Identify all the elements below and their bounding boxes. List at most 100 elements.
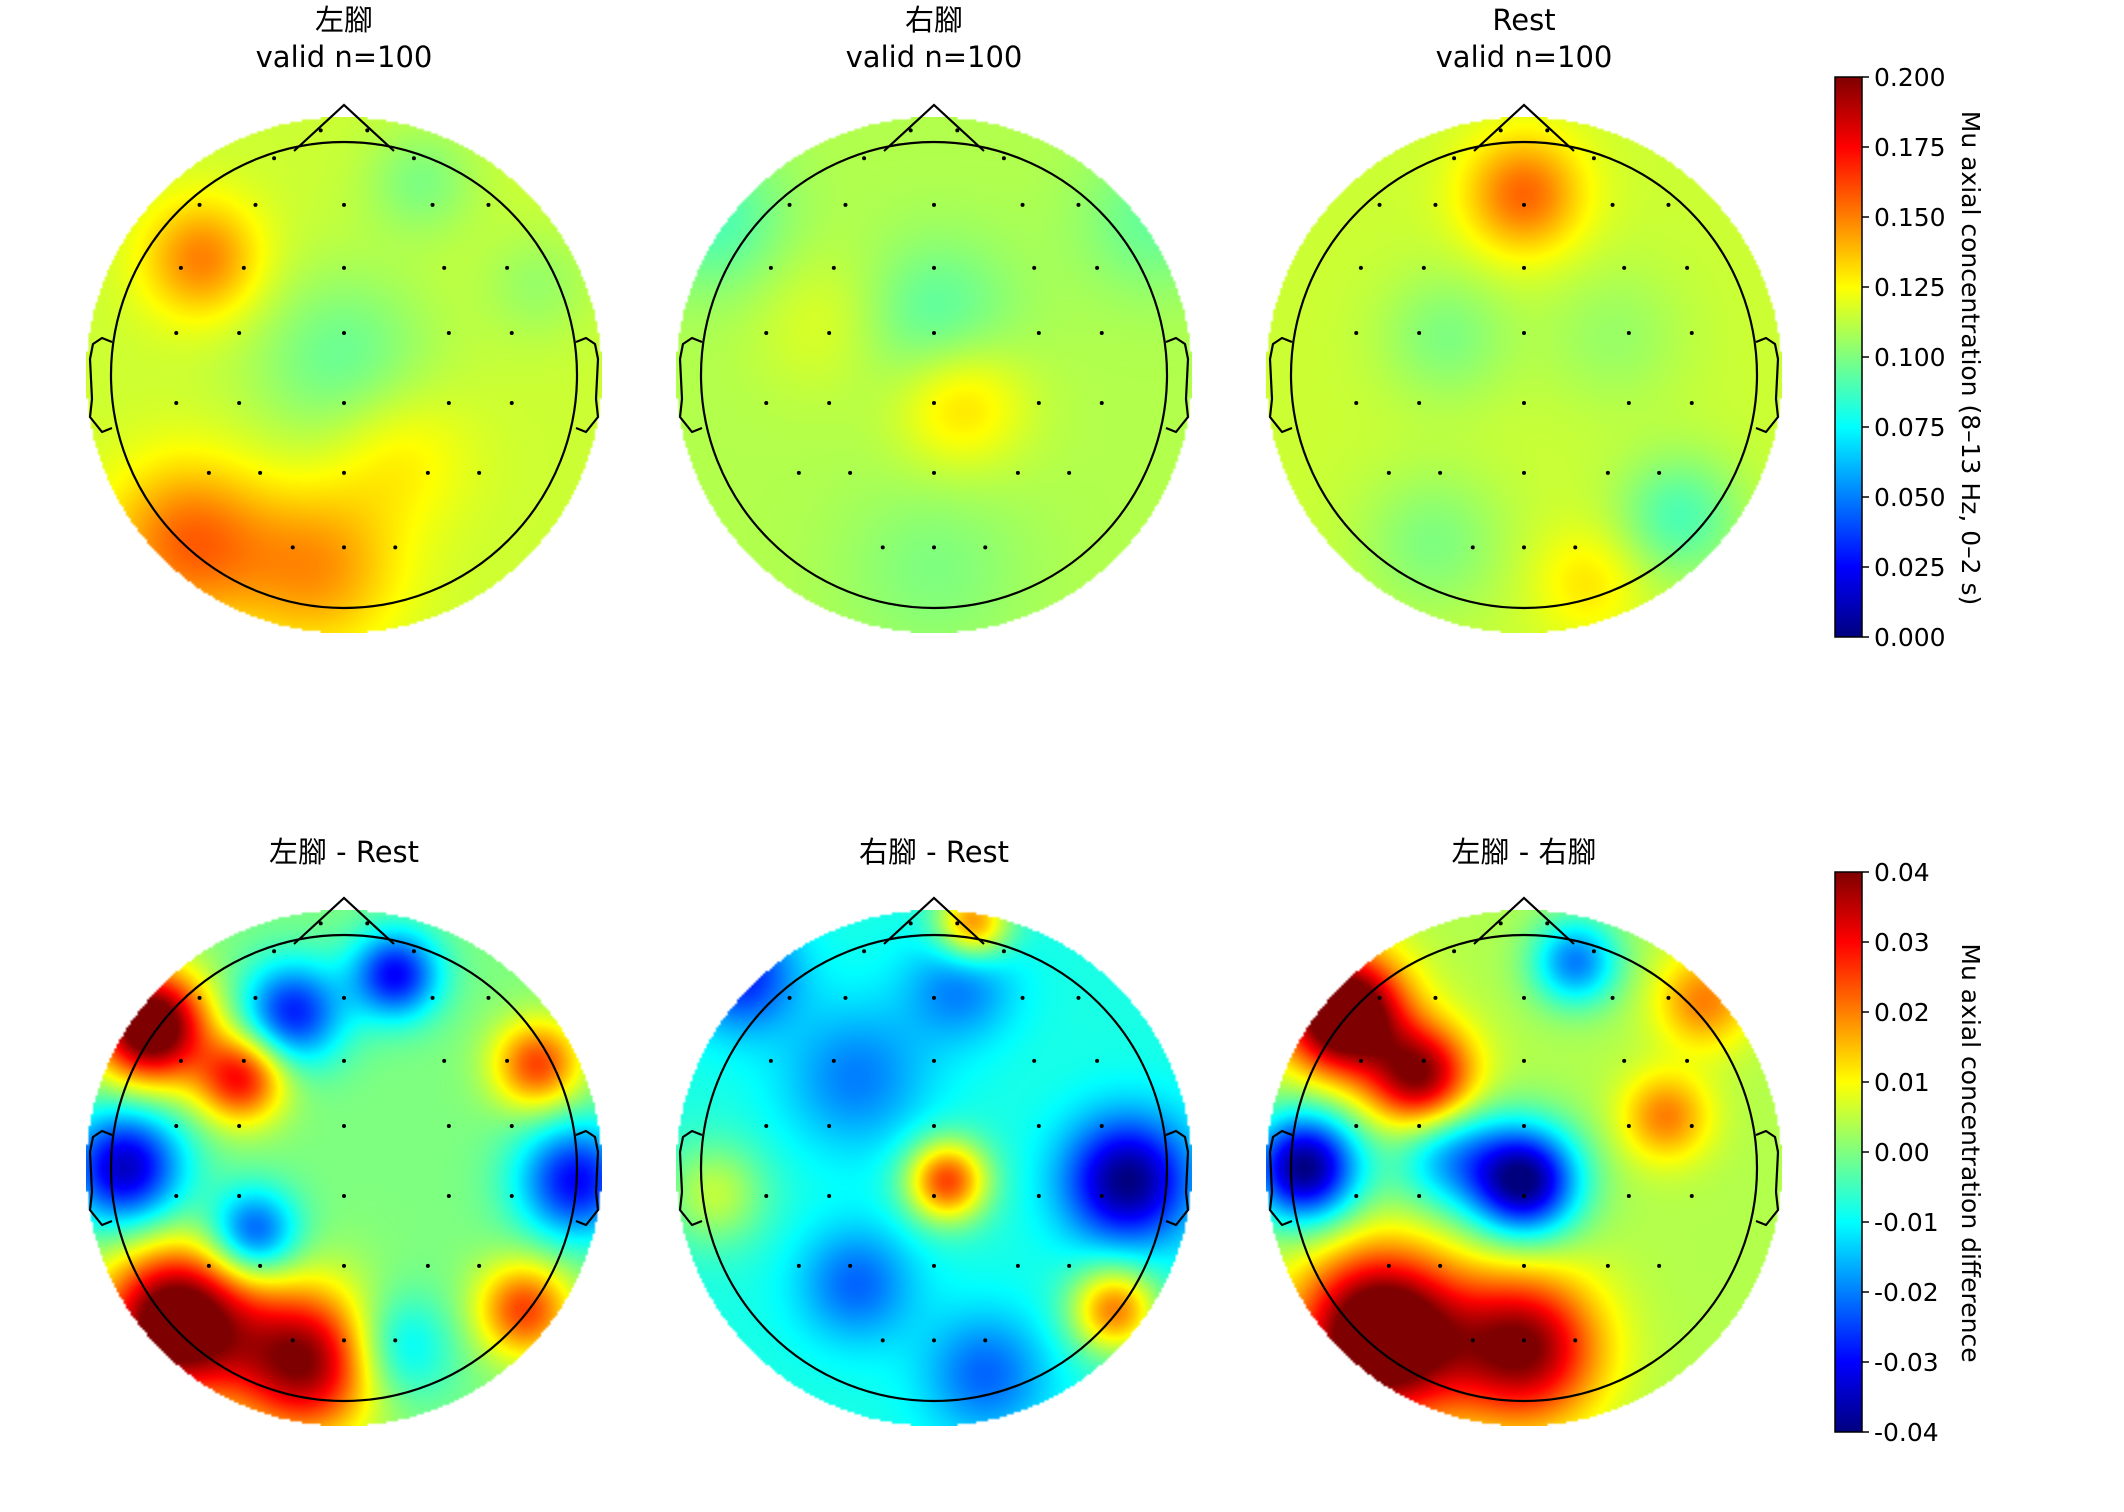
sensor-dot: [446, 331, 451, 336]
sensor-dot: [1591, 949, 1596, 954]
sensor-dot: [1417, 1124, 1422, 1129]
sensor-dot: [764, 400, 769, 405]
left-ear-outline: [1268, 336, 1293, 434]
sensor-dot: [1067, 1263, 1072, 1268]
sensor-dot: [1020, 202, 1025, 207]
sensor-dot: [827, 1124, 832, 1129]
sensor-dot: [342, 202, 346, 207]
colorbar-tick-label: 0.075: [1874, 413, 1946, 442]
sensor-dot: [1610, 995, 1615, 1000]
sensor-dot: [1452, 949, 1457, 954]
sensor-dot: [1498, 128, 1503, 133]
sensor-dot: [174, 331, 179, 336]
sensor-dot: [932, 1263, 936, 1268]
sensor-dot: [1470, 1338, 1475, 1343]
sensor-dot: [425, 470, 430, 475]
sensor-dot: [1438, 1263, 1443, 1268]
sensor-dot: [932, 331, 936, 336]
sensor-dot: [237, 1193, 242, 1198]
sensor-dot: [1522, 202, 1526, 207]
sensor-dot: [1522, 1338, 1526, 1343]
nose-outline: [1473, 103, 1575, 152]
sensor-dot: [258, 1263, 263, 1268]
topo6-title: 左腳 - 右腳: [1452, 835, 1597, 869]
sensor-dot: [1522, 1263, 1526, 1268]
sensor-dot: [1099, 331, 1104, 336]
sensor-dot: [1386, 470, 1391, 475]
nose-outline: [1473, 896, 1575, 945]
sensor-dot: [197, 995, 202, 1000]
topo1-title-line1: 左腳: [315, 3, 373, 37]
left-ear-outline: [88, 1129, 113, 1227]
sensor-dot: [768, 265, 773, 270]
sensor-dot: [1605, 470, 1610, 475]
topo3-title-line2: valid n=100: [1436, 40, 1613, 74]
topomap-heatmap: [1266, 910, 1782, 1426]
sensor-dot: [880, 545, 885, 550]
sensor-dot: [932, 265, 936, 270]
sensor-dot: [768, 1058, 773, 1063]
sensor-dot: [1032, 265, 1037, 270]
sensor-dot: [342, 1338, 346, 1343]
sensor-dot: [1354, 1193, 1359, 1198]
sensor-dot: [446, 1193, 451, 1198]
sensor-dot: [1626, 1193, 1631, 1198]
sensor-dot: [1685, 265, 1690, 270]
sensor-dot: [1452, 156, 1457, 161]
sensor-dot: [1095, 1058, 1100, 1063]
sensor-dot: [178, 1058, 183, 1063]
topomap-heatmap: [86, 910, 602, 1426]
topomap-heatmap: [86, 117, 602, 633]
sensor-dot: [509, 400, 514, 405]
sensor-dot: [1666, 995, 1671, 1000]
sensor-dot: [342, 1058, 346, 1063]
sensor-dot: [1377, 995, 1382, 1000]
sensor-dot: [253, 995, 258, 1000]
sensor-dot: [932, 545, 936, 550]
sensor-dot: [1626, 1124, 1631, 1129]
sensor-dot: [1036, 331, 1041, 336]
sensor-dot: [932, 1124, 936, 1129]
sensor-dot: [1626, 400, 1631, 405]
sensor-dot: [1689, 331, 1694, 336]
sensor-dot: [206, 470, 211, 475]
sensor-dot: [342, 470, 346, 475]
colorbar2-label: Mu axial concentration difference: [1956, 943, 1985, 1362]
sensor-dot: [178, 265, 183, 270]
sensor-dot: [843, 995, 848, 1000]
colorbar-tick-label: 0.000: [1874, 623, 1946, 652]
sensor-dot: [174, 1124, 179, 1129]
sensor-dot: [908, 921, 913, 926]
sensor-dot: [1605, 1263, 1610, 1268]
sensor-dot: [1622, 1058, 1627, 1063]
colorbar-gradient: [1834, 76, 1863, 638]
sensor-dot: [1358, 265, 1363, 270]
left-ear-outline: [678, 1129, 703, 1227]
colorbar-tick-label: 0.01: [1874, 1068, 1930, 1097]
colorbar-tick-label: 0.050: [1874, 483, 1946, 512]
sensor-dot: [342, 331, 346, 336]
sensor-dot: [1421, 265, 1426, 270]
colorbar1-label: Mu axial concentration (8–13 Hz, 0–2 s): [1956, 111, 1985, 606]
sensor-dot: [1020, 995, 1025, 1000]
left-ear-outline: [678, 336, 703, 434]
sensor-dot: [509, 1124, 514, 1129]
sensor-dot: [1522, 400, 1526, 405]
head-outline: [699, 140, 1169, 610]
colorbar-tick-label: -0.02: [1874, 1278, 1939, 1307]
sensor-dot: [1573, 545, 1578, 550]
head-outline: [109, 140, 579, 610]
sensor-dot: [862, 949, 867, 954]
sensor-dot: [827, 400, 832, 405]
topomap-left-minus-right: [1266, 896, 1782, 1426]
topomap-left-foot: [86, 103, 602, 633]
sensor-dot: [272, 156, 277, 161]
sensor-dot: [253, 202, 258, 207]
sensor-dot: [393, 545, 398, 550]
right-ear-outline: [575, 1129, 600, 1227]
sensor-dot: [932, 470, 936, 475]
topomap-heatmap: [676, 117, 1192, 633]
sensor-dot: [831, 265, 836, 270]
topomap-right-foot: [676, 103, 1192, 633]
sensor-dot: [509, 1193, 514, 1198]
